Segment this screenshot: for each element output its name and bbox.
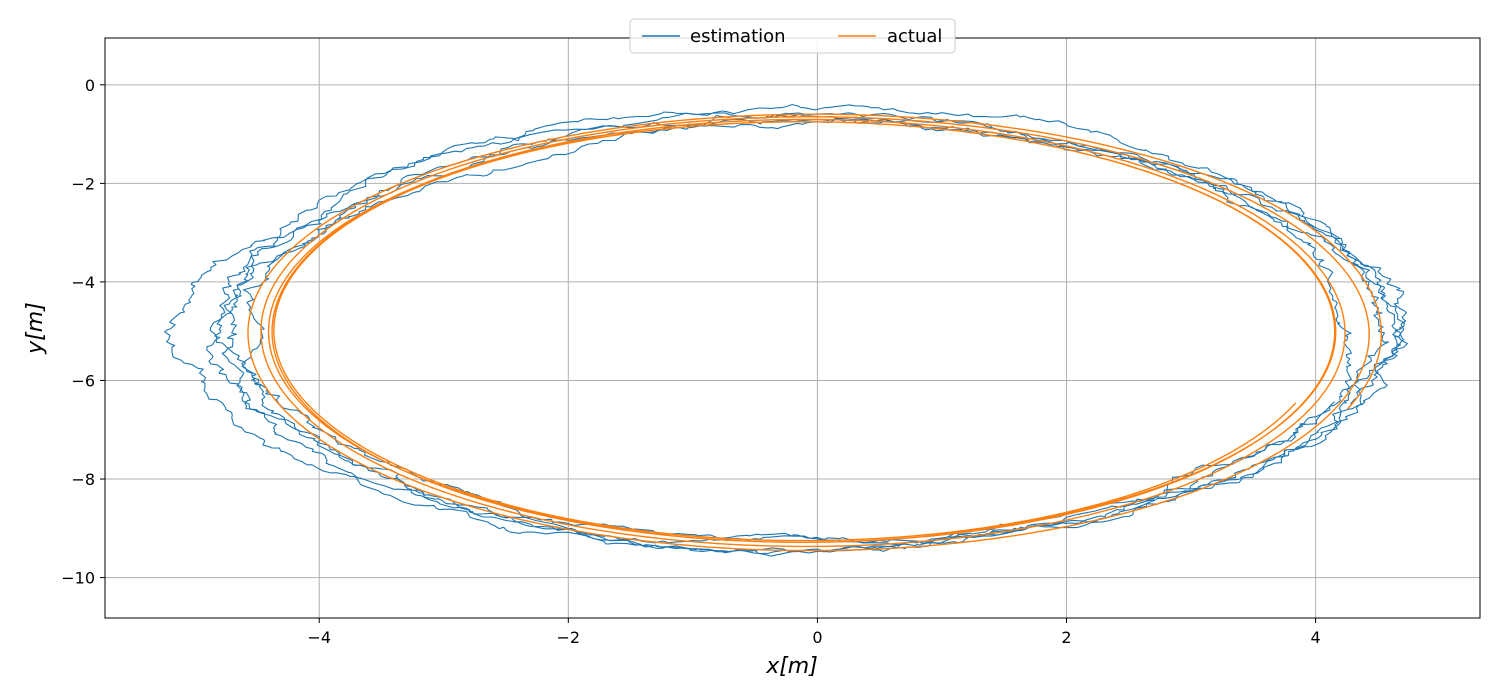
legend: estimation actual: [629, 18, 956, 54]
series-layer: [164, 104, 1408, 557]
x-tick-label: 2: [1061, 628, 1071, 647]
y-axis-label: y[m]: [23, 302, 48, 355]
legend-box: [629, 18, 956, 54]
series-line-estimation: [164, 104, 1408, 557]
x-tick-label: −2: [557, 628, 581, 647]
grid: [105, 38, 1480, 618]
y-tick-label: −2: [71, 174, 95, 193]
ticks: −4 −2 0 2 4 0 −2 −4 −6 −8 −10: [61, 76, 1320, 647]
legend-actual-label: actual: [887, 26, 942, 47]
y-tick-label: −10: [61, 569, 95, 588]
x-tick-label: 0: [812, 628, 822, 647]
y-tick-label: −6: [71, 371, 95, 390]
x-tick-label: 4: [1311, 628, 1321, 647]
y-tick-label: −8: [71, 470, 95, 489]
y-tick-label: −4: [71, 273, 95, 292]
y-tick-label: 0: [85, 76, 95, 95]
x-tick-label: −4: [307, 628, 331, 647]
x-axis-label: x[m]: [765, 654, 818, 679]
legend-estimation-label: estimation: [690, 26, 786, 47]
series-line-actual: [247, 113, 1383, 552]
